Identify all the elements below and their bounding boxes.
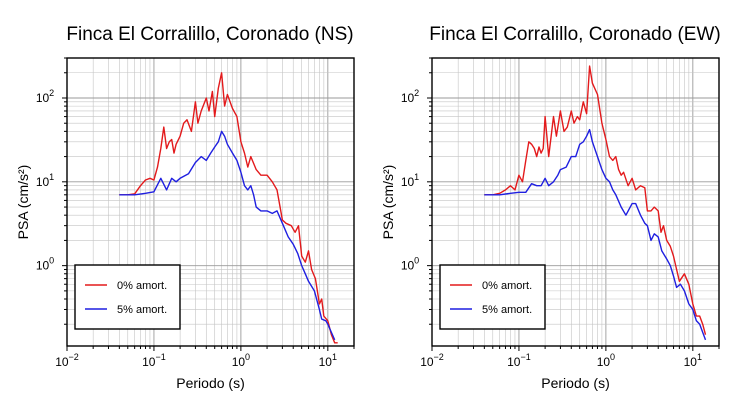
y-tick-label: 102 <box>401 88 419 105</box>
x-tick-label: 100 <box>597 352 615 369</box>
x-tick-label: 10−2 <box>55 352 79 369</box>
tick-base: 10 <box>401 91 415 105</box>
tick-exponent: 1 <box>332 352 337 362</box>
tick-exponent: −1 <box>155 352 165 362</box>
tick-exponent: 1 <box>49 172 54 182</box>
tick-base: 10 <box>401 175 415 189</box>
tick-exponent: 0 <box>610 352 615 362</box>
plot-frame <box>431 57 720 347</box>
legend: 0% amort. 5% amort. <box>74 264 181 330</box>
legend-label: 5% amort. <box>117 304 167 316</box>
tick-base: 10 <box>36 91 50 105</box>
legend-box <box>439 264 546 330</box>
y-tick-label: 101 <box>401 172 419 189</box>
series-line-damped <box>119 130 336 341</box>
x-tick-label: 101 <box>684 352 702 369</box>
x-axis-label: Periodo (s) <box>176 375 244 391</box>
x-tick-label: 10−1 <box>507 352 531 369</box>
tick-base: 10 <box>597 355 611 369</box>
tick-base: 10 <box>684 355 698 369</box>
axis-ticks <box>62 57 355 351</box>
legend-label: 0% amort. <box>117 280 167 292</box>
tick-base: 10 <box>507 355 521 369</box>
y-tick-label: 100 <box>36 256 54 273</box>
legend-box <box>74 264 181 330</box>
series-line-undamped <box>484 65 707 335</box>
legend-label: 5% amort. <box>482 304 532 316</box>
plot-frame <box>66 57 355 347</box>
tick-base: 10 <box>36 259 50 273</box>
y-tick-label: 100 <box>401 256 419 273</box>
tick-base: 10 <box>55 355 69 369</box>
tick-exponent: 0 <box>245 352 250 362</box>
legend-label: 0% amort. <box>482 280 532 292</box>
series-line-undamped <box>119 72 338 344</box>
tick-base: 10 <box>232 355 246 369</box>
y-tick-label: 101 <box>36 172 54 189</box>
series-line-damped <box>484 128 707 341</box>
tick-exponent: −2 <box>69 352 79 362</box>
tick-exponent: −2 <box>434 352 444 362</box>
tick-exponent: 0 <box>49 256 54 266</box>
x-tick-label: 10−1 <box>142 352 166 369</box>
tick-base: 10 <box>319 355 333 369</box>
legend: 0% amort. 5% amort. <box>439 264 546 330</box>
x-tick-label: 101 <box>319 352 337 369</box>
axis-ticks <box>427 57 720 351</box>
tick-exponent: 2 <box>49 88 54 98</box>
x-tick-label: 100 <box>232 352 250 369</box>
y-axis-label: PSA (cm/s²) <box>380 165 396 240</box>
chart-title: Finca El Corralillo, Coronado (EW) <box>429 24 720 45</box>
tick-exponent: 0 <box>414 256 419 266</box>
y-tick-label: 102 <box>36 88 54 105</box>
tick-exponent: 1 <box>414 172 419 182</box>
tick-base: 10 <box>420 355 434 369</box>
tick-exponent: 1 <box>697 352 702 362</box>
y-axis-label: PSA (cm/s²) <box>15 165 31 240</box>
tick-base: 10 <box>36 175 50 189</box>
chart-title: Finca El Corralillo, Coronado (NS) <box>66 24 353 45</box>
x-tick-label: 10−2 <box>420 352 444 369</box>
x-axis-label: Periodo (s) <box>541 375 609 391</box>
tick-exponent: 2 <box>414 88 419 98</box>
tick-base: 10 <box>401 259 415 273</box>
tick-exponent: −1 <box>520 352 530 362</box>
tick-base: 10 <box>142 355 156 369</box>
